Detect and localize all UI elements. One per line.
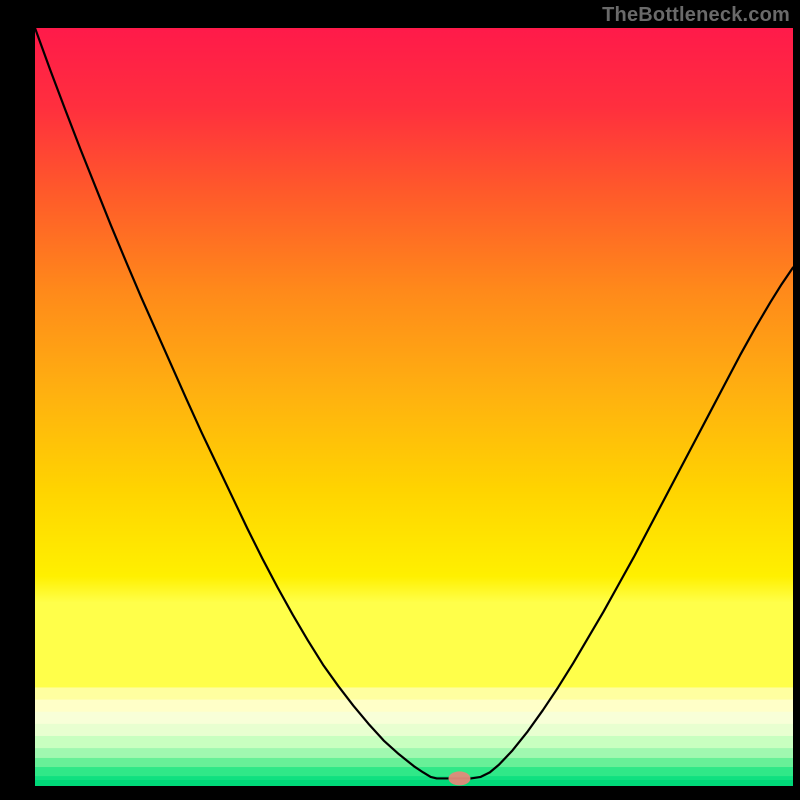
watermark-text: TheBottleneck.com bbox=[602, 4, 790, 27]
plot-area bbox=[35, 28, 793, 786]
plot-svg bbox=[35, 28, 793, 786]
chart-container: TheBottleneck.com bbox=[0, 0, 800, 800]
